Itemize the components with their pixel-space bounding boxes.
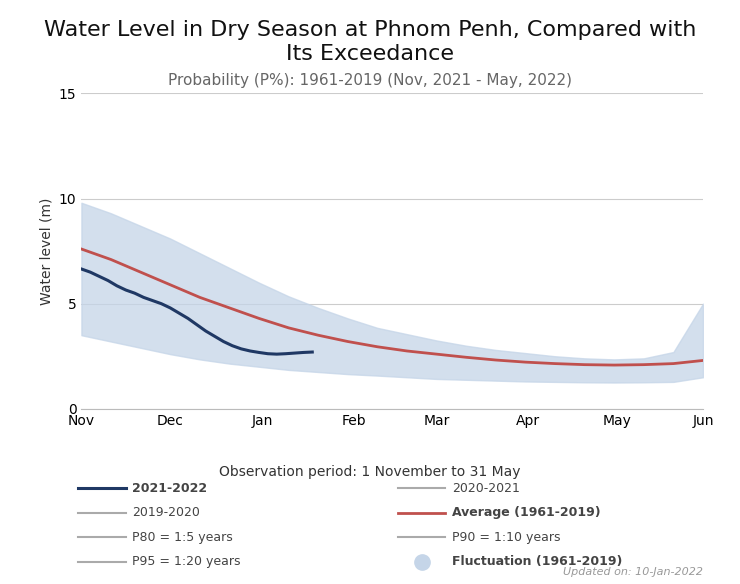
Y-axis label: Water level (m): Water level (m) — [39, 197, 53, 305]
Text: 2021-2022: 2021-2022 — [132, 482, 207, 495]
Text: P90 = 1:10 years: P90 = 1:10 years — [452, 531, 561, 544]
Text: 2020-2021: 2020-2021 — [452, 482, 520, 495]
Text: Updated on: 10-Jan-2022: Updated on: 10-Jan-2022 — [563, 567, 703, 577]
Text: Fluctuation (1961-2019): Fluctuation (1961-2019) — [452, 555, 622, 568]
Text: Average (1961-2019): Average (1961-2019) — [452, 506, 601, 519]
Text: P80 = 1:5 years: P80 = 1:5 years — [132, 531, 233, 544]
Text: Probability (P%): 1961-2019 (Nov, 2021 - May, 2022): Probability (P%): 1961-2019 (Nov, 2021 -… — [168, 73, 572, 88]
Text: P95 = 1:20 years: P95 = 1:20 years — [132, 555, 241, 568]
Text: Observation period: 1 November to 31 May: Observation period: 1 November to 31 May — [219, 465, 521, 479]
Text: 2019-2020: 2019-2020 — [132, 506, 201, 519]
Text: Water Level in Dry Season at Phnom Penh, Compared with
Its Exceedance: Water Level in Dry Season at Phnom Penh,… — [44, 20, 696, 64]
